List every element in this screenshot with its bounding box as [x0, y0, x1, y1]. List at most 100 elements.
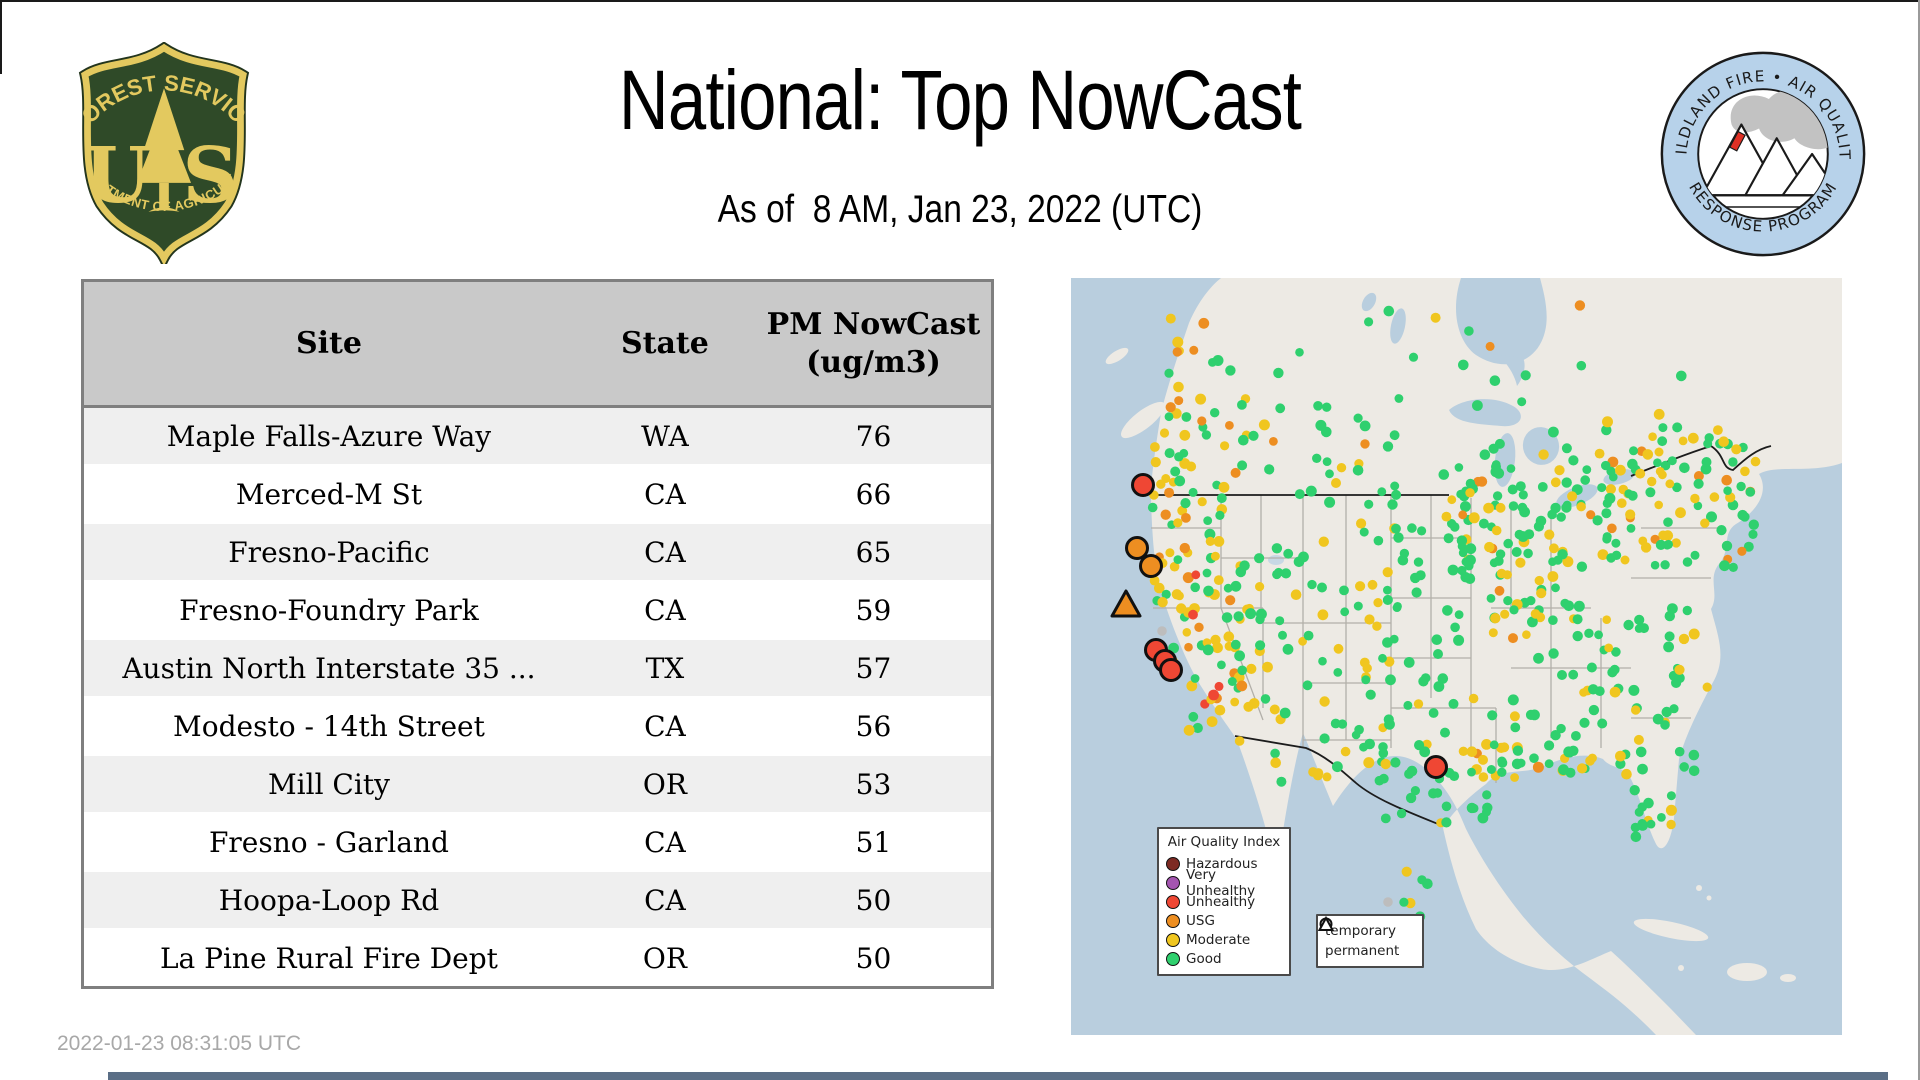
site-marker-red-circle[interactable]: [1424, 755, 1448, 779]
monitor-dot-green: [1433, 681, 1445, 692]
monitor-dot-green: [1674, 672, 1685, 684]
monitor-dot-orange: [1508, 633, 1518, 644]
aqi-legend-item: Good: [1166, 949, 1282, 968]
monitor-dot-orange: [1586, 510, 1596, 520]
site-markers-layer[interactable]: [1110, 473, 1448, 779]
monitor-dot-green: [1303, 630, 1314, 641]
site-marker-red-circle[interactable]: [1131, 473, 1155, 497]
monitor-dot-orange: [1165, 402, 1176, 413]
state-cell: TX: [573, 639, 756, 698]
monitor-dot-orange: [1197, 416, 1207, 426]
monitor-dot-green: [1572, 614, 1583, 625]
monitor-dot-green: [1507, 484, 1518, 495]
monitor-dot-green: [1414, 740, 1425, 751]
monitor-dot-red: [1214, 681, 1224, 691]
monitor-dot-yellow: [1631, 705, 1641, 715]
monitor-dot-yellow: [1702, 682, 1712, 692]
table-row[interactable]: Hoopa-Loop Rd CA 50: [82, 871, 993, 930]
monitor-dot-green: [1464, 326, 1474, 336]
aqi-legend-item: Unhealthy: [1166, 892, 1282, 911]
pm-nowcast-cell: 51: [755, 813, 993, 872]
site-type-legend-label: temporary: [1325, 923, 1396, 939]
monitor-dot-green: [1682, 605, 1692, 616]
aqi-color-swatch-icon: [1166, 875, 1180, 890]
monitor-dot-yellow: [1544, 529, 1555, 540]
site-marker-red-circle[interactable]: [1159, 658, 1183, 682]
monitor-dot-yellow: [1165, 548, 1175, 558]
monitor-dot-green: [1364, 499, 1374, 509]
monitor-dot-green: [1417, 526, 1427, 536]
table-row[interactable]: Modesto - 14th Street CA 56: [82, 697, 993, 756]
state-cell: CA: [573, 813, 756, 872]
monitor-dot-green: [1588, 684, 1599, 695]
monitor-dot-green: [1533, 652, 1544, 664]
table-row[interactable]: Fresno - Garland CA 51: [82, 813, 993, 872]
monitor-dot-green: [1147, 502, 1158, 513]
monitor-dot-green: [1201, 430, 1212, 440]
monitor-dot-green: [1660, 720, 1670, 730]
monitor-dot-green: [1411, 587, 1422, 598]
monitor-dot-green: [1317, 582, 1327, 593]
monitor-dot-green: [1524, 529, 1535, 540]
monitor-dot-green: [1627, 458, 1638, 470]
table-row[interactable]: Maple Falls-Azure Way WA 76: [82, 406, 993, 466]
monitor-dot-yellow: [1458, 746, 1469, 756]
monitor-dot-green: [1431, 634, 1443, 645]
monitor-dot-orange: [1194, 622, 1204, 632]
monitor-dot-yellow: [1150, 442, 1160, 452]
aqi-map[interactable]: Air Quality Index Hazardous Very Unhealth…: [1071, 278, 1842, 1035]
monitor-dot-orange: [1182, 572, 1194, 584]
monitor-dot-yellow: [1648, 432, 1657, 441]
monitor-dot-green: [1332, 761, 1343, 773]
monitor-dot-green: [1478, 518, 1489, 529]
table-row[interactable]: Austin North Interstate 35 ... TX 57: [82, 639, 993, 698]
monitor-dot-green: [1382, 441, 1394, 452]
monitor-dot-yellow: [1195, 393, 1207, 405]
table-row[interactable]: Fresno-Pacific CA 65: [82, 523, 993, 582]
monitor-dot-green: [1397, 554, 1409, 566]
table-row[interactable]: Merced-M St CA 66: [82, 465, 993, 524]
table-row[interactable]: Fresno-Foundry Park CA 59: [82, 581, 993, 640]
state-cell: CA: [573, 871, 756, 930]
monitor-dot-green: [1174, 475, 1186, 487]
monitor-dot-yellow: [1186, 461, 1197, 472]
monitor-dot-yellow: [1666, 819, 1676, 830]
monitor-dot-green: [1563, 746, 1575, 758]
monitor-dot-orange: [1225, 421, 1234, 430]
monitor-dot-green: [1645, 487, 1656, 498]
generated-timestamp: 2022-01-23 08:31:05 UTC: [57, 1032, 301, 1055]
monitor-dot-yellow: [1269, 704, 1280, 715]
monitor-dot-yellow: [1223, 631, 1235, 642]
monitor-dot-green: [1164, 412, 1174, 422]
pm-nowcast-cell: 76: [755, 406, 993, 466]
monitor-dot-green: [1202, 568, 1212, 578]
monitor-dot-yellow: [1430, 312, 1441, 323]
monitor-dot-green: [1223, 583, 1233, 593]
state-cell: CA: [573, 581, 756, 640]
monitor-dot-green: [1210, 408, 1220, 418]
monitor-dot-yellow: [1319, 696, 1330, 707]
pm-nowcast-cell: 65: [755, 523, 993, 582]
monitor-dot-yellow: [1597, 549, 1609, 560]
monitor-dot-green: [1743, 541, 1754, 552]
pm-nowcast-cell: 56: [755, 697, 993, 756]
monitor-dot-yellow: [1522, 630, 1531, 639]
monitor-dot-green: [1511, 758, 1523, 770]
site-marker-orange-circle[interactable]: [1139, 554, 1163, 578]
monitor-dot-green: [1663, 517, 1673, 527]
table-row[interactable]: La Pine Rural Fire Dept OR 50: [82, 929, 993, 989]
monitor-dot-green: [1576, 360, 1587, 371]
site-marker-orange-circle[interactable]: [1125, 536, 1149, 560]
table-row[interactable]: Mill City OR 53: [82, 755, 993, 814]
monitor-dot-green: [1561, 443, 1572, 454]
site-marker-orange-triangle[interactable]: [1110, 589, 1142, 618]
monitor-dot-orange: [1230, 467, 1241, 478]
monitor-dot-green: [1667, 603, 1678, 614]
monitor-dot-orange: [1360, 439, 1370, 449]
vancouver-island: [1121, 401, 1165, 439]
monitor-dot-green: [1353, 601, 1363, 611]
monitor-dot-green: [1458, 548, 1468, 558]
state-cell: WA: [573, 406, 756, 466]
monitor-dot-green: [1510, 722, 1521, 733]
